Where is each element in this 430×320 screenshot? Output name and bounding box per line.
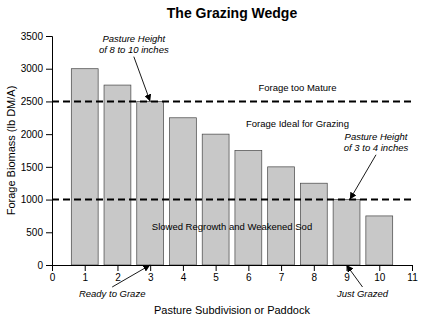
x-tick: 4 <box>181 265 187 283</box>
y-tick-mark <box>46 200 52 201</box>
annotation: Pasture Heightof 3 to 4 inches <box>344 131 409 153</box>
x-tick: 7 <box>279 265 285 283</box>
y-axis-line <box>46 37 53 266</box>
x-tick: 5 <box>213 265 219 283</box>
bar <box>104 85 131 265</box>
x-tick-mark <box>183 265 184 271</box>
y-tick-label: 1000 <box>21 194 44 205</box>
y-tick-label: 2500 <box>21 96 44 107</box>
bar <box>268 167 295 265</box>
annotation-arrow <box>347 265 363 287</box>
y-tick: 1000 <box>21 194 52 205</box>
x-tick: 6 <box>246 265 252 283</box>
plot: 0 1 2 3 4 5 6 7 8 9 10 11 0 500 1000 1500 2000 2500 3000 35… <box>21 31 418 299</box>
bar <box>169 118 196 265</box>
y-tick-label: 1500 <box>21 162 44 173</box>
y-tick-label: 2000 <box>21 129 44 140</box>
bar <box>235 151 262 266</box>
marks <box>52 69 412 265</box>
x-axis: 0 1 2 3 4 5 6 7 8 9 10 11 <box>50 265 418 283</box>
y-tick-mark <box>46 167 52 168</box>
x-axis-title: Pasture Subdivision or Paddock <box>154 304 310 316</box>
x-tick-mark <box>314 265 315 271</box>
y-tick-mark <box>46 265 52 266</box>
annotation-arrow <box>112 265 150 287</box>
x-tick-label: 0 <box>50 272 56 283</box>
bar <box>71 69 98 265</box>
chart: 0 1 2 3 4 5 6 7 8 9 10 11 0 500 1000 1500 2000 2500 3000 35… <box>0 0 430 320</box>
x-tick: 2 <box>115 265 121 283</box>
x-tick-label: 10 <box>374 272 386 283</box>
x-tick-mark <box>150 265 151 271</box>
bar <box>137 101 164 265</box>
x-tick-mark <box>216 265 217 271</box>
y-tick-mark <box>46 101 52 102</box>
x-tick-mark <box>281 265 282 271</box>
x-tick: 8 <box>312 265 318 283</box>
annotation: Slowed Regrowth and Weakened Sod <box>152 221 312 232</box>
x-tick-label: 7 <box>279 272 285 283</box>
x-tick: 9 <box>344 265 350 283</box>
x-tick: 1 <box>82 265 88 283</box>
y-tick-label: 3500 <box>21 31 44 42</box>
x-tick: 0 <box>50 265 56 283</box>
x-tick-label: 8 <box>312 272 318 283</box>
x-tick-mark <box>85 265 86 271</box>
y-axis: 0 500 1000 1500 2000 2500 3000 3500 <box>21 31 53 271</box>
annotation: Forage Ideal for Grazing <box>246 118 349 129</box>
y-tick-mark <box>46 36 52 37</box>
x-tick-label: 11 <box>407 272 418 283</box>
annotations: Forage too Mature Forage Ideal for Grazin… <box>79 33 409 299</box>
title: The Grazing Wedge <box>167 5 298 21</box>
y-tick: 1500 <box>21 162 52 173</box>
annotation-arrow <box>350 155 376 200</box>
x-tick-label: 2 <box>115 272 121 283</box>
y-tick-mark <box>46 69 52 70</box>
x-tick-label: 9 <box>344 272 350 283</box>
y-tick: 3000 <box>21 63 52 74</box>
y-tick-label: 0 <box>37 260 43 271</box>
y-tick: 3500 <box>21 31 52 42</box>
x-tick-label: 4 <box>181 272 187 283</box>
x-tick: 10 <box>374 265 386 283</box>
bar <box>366 216 393 265</box>
y-tick: 2000 <box>21 129 52 140</box>
bar <box>333 200 360 265</box>
x-tick-mark <box>412 265 413 271</box>
y-tick: 0 <box>37 260 52 271</box>
x-tick-mark <box>248 265 249 271</box>
y-axis-title: Forage Biomass (lb DM/A) <box>5 86 17 216</box>
x-tick-mark <box>117 265 118 271</box>
x-tick: 11 <box>407 265 418 283</box>
reference-line <box>52 199 412 201</box>
annotation: Ready to Graze <box>79 288 146 299</box>
y-tick-label: 3000 <box>21 63 44 74</box>
x-tick: 3 <box>148 265 154 283</box>
annotation-arrow <box>134 57 150 102</box>
x-tick-mark <box>379 265 380 271</box>
y-tick: 2500 <box>21 96 52 107</box>
reference-line <box>52 100 412 102</box>
y-tick-mark <box>46 232 52 233</box>
y-tick-mark <box>46 134 52 135</box>
y-tick-label: 500 <box>26 227 43 238</box>
annotation: Pasture Heightof 8 to 10 inches <box>99 33 169 55</box>
x-tick-label: 3 <box>148 272 154 283</box>
annotation: Just Grazed <box>336 288 389 299</box>
x-tick-label: 6 <box>246 272 252 283</box>
x-tick-label: 5 <box>213 272 219 283</box>
annotation: Forage too Mature <box>258 82 336 93</box>
x-tick-label: 1 <box>82 272 88 283</box>
x-axis-line <box>53 266 413 272</box>
y-tick: 500 <box>26 227 52 238</box>
